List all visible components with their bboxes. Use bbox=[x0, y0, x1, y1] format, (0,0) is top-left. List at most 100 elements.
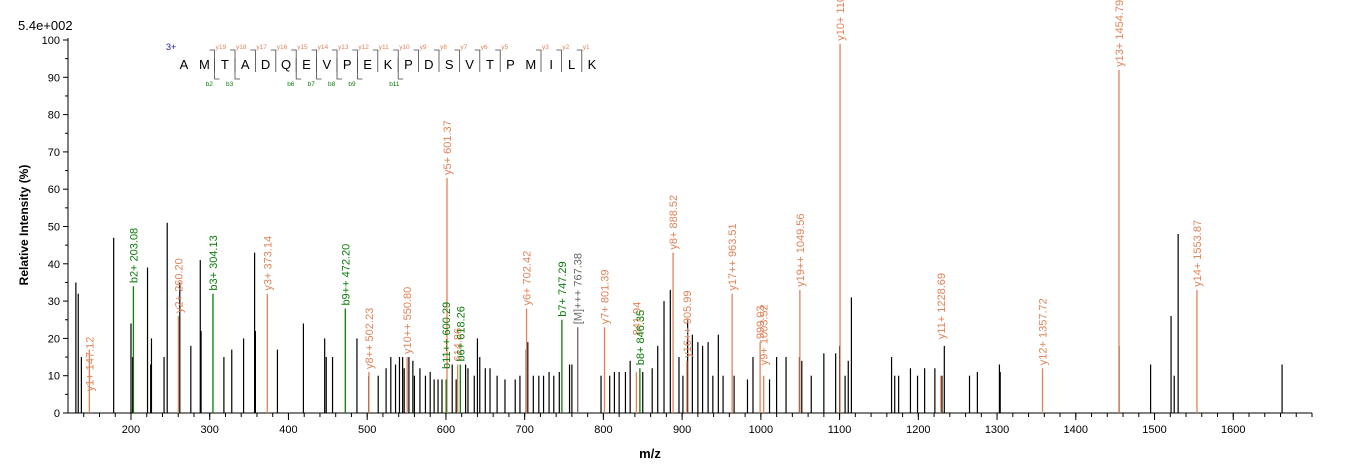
y-ion-label: y14 bbox=[318, 44, 329, 51]
y-tick-label: 10 bbox=[48, 371, 60, 383]
b-ion-bracket bbox=[397, 58, 404, 80]
y-ion-label: y18 bbox=[236, 44, 247, 51]
b-ion-label: b3 bbox=[226, 81, 234, 88]
b-ion-label: b8 bbox=[328, 81, 336, 88]
y-tick-label: 40 bbox=[48, 259, 60, 271]
residue-letter: A bbox=[241, 57, 250, 72]
peak-label: b7+ 747.29 bbox=[557, 261, 569, 316]
b-ion-label: b11 bbox=[389, 81, 400, 88]
y-ion-label: y6 bbox=[481, 44, 488, 51]
y-ion-bracket bbox=[270, 49, 277, 72]
y-tick-label: 70 bbox=[48, 147, 60, 159]
b-ion-bracket bbox=[214, 58, 220, 80]
b-ion-bracket bbox=[336, 58, 342, 80]
residue-letter: V bbox=[465, 57, 474, 72]
residue-letter: D bbox=[424, 57, 433, 72]
y-tick-label: 50 bbox=[48, 222, 60, 234]
x-tick-label: 500 bbox=[358, 424, 376, 436]
peak-label: y12+ 1357.72 bbox=[1038, 298, 1050, 365]
y-ion-bracket bbox=[576, 49, 583, 72]
peak-label: y2+ 260.20 bbox=[173, 258, 185, 313]
peak-label: 999.03 bbox=[755, 305, 767, 339]
b-ion-label: b7 bbox=[308, 81, 316, 88]
residue-letter: S bbox=[445, 57, 454, 72]
peak-label: y14+ 1553.87 bbox=[1192, 220, 1204, 287]
peak-label: y8+ 888.52 bbox=[668, 195, 680, 250]
y-ion-bracket bbox=[536, 49, 542, 72]
peak-label: y17++ 963.51 bbox=[727, 223, 739, 290]
peak-label: b2+ 203.08 bbox=[128, 228, 140, 283]
residue-letter: P bbox=[506, 57, 515, 72]
peak-label: y9+ 1003.52 bbox=[759, 304, 771, 365]
residue-letter: P bbox=[404, 57, 413, 72]
peak-label: 841.94 bbox=[631, 302, 643, 336]
peak-label: b8+ 846.35 bbox=[635, 310, 647, 365]
y-ion-bracket bbox=[434, 49, 440, 72]
x-tick-label: 1200 bbox=[906, 424, 930, 436]
peak-label: y16++ 905.99 bbox=[682, 290, 694, 357]
y-ion-bracket bbox=[230, 49, 236, 72]
y-tick-label: 100 bbox=[42, 35, 60, 47]
x-tick-label: 900 bbox=[673, 424, 691, 436]
y-tick-label: 20 bbox=[48, 333, 60, 345]
y-ion-bracket bbox=[372, 49, 379, 72]
b-ion-bracket bbox=[295, 58, 302, 80]
peak-label: y6+ 702.42 bbox=[522, 251, 534, 306]
peak-label: y5+ 601.37 bbox=[442, 120, 454, 175]
residue-letter: Q bbox=[281, 57, 291, 72]
y-tick-label: 30 bbox=[48, 296, 60, 308]
y-ion-label: y15 bbox=[297, 44, 308, 51]
residue-letter: K bbox=[384, 57, 393, 72]
y-ion-label: y9 bbox=[420, 44, 427, 51]
b-ion-bracket bbox=[316, 58, 322, 80]
peak-label: y10+ 1100.58 bbox=[835, 0, 847, 41]
residue-letter: I bbox=[549, 57, 553, 72]
y-ion-label: y8 bbox=[440, 44, 447, 51]
y-ion-label: y10 bbox=[399, 44, 410, 51]
y-tick-label: 90 bbox=[48, 72, 60, 84]
x-tick-label: 1000 bbox=[749, 424, 773, 436]
y-tick-label: 60 bbox=[48, 184, 60, 196]
y-ion-bracket bbox=[291, 49, 297, 72]
y-ion-bracket bbox=[311, 49, 317, 72]
y-ion-label: y12 bbox=[358, 44, 369, 51]
y-ion-bracket bbox=[352, 49, 358, 72]
y-ion-label: y19 bbox=[216, 44, 227, 51]
y-ion-bracket bbox=[474, 49, 481, 72]
y-ion-bracket bbox=[332, 49, 338, 72]
residue-letter: V bbox=[322, 57, 331, 72]
residue-letter: E bbox=[363, 57, 372, 72]
y-ion-bracket bbox=[209, 49, 215, 72]
y-ion-label: y2 bbox=[562, 44, 569, 51]
y-ion-label: y1 bbox=[583, 44, 590, 51]
b-ion-bracket bbox=[357, 58, 363, 80]
residue-letter: T bbox=[486, 57, 494, 72]
x-tick-label: 400 bbox=[279, 424, 297, 436]
x-axis-title: m/z bbox=[639, 446, 661, 461]
x-tick-label: 1400 bbox=[1064, 424, 1088, 436]
residue-letter: L bbox=[568, 57, 575, 72]
residue-letter: T bbox=[221, 57, 229, 72]
y-ion-label: y16 bbox=[277, 44, 288, 51]
residue-letter: M bbox=[199, 57, 210, 72]
y-tick-label: 0 bbox=[54, 408, 60, 420]
residue-letter: M bbox=[525, 57, 536, 72]
residue-letter: A bbox=[180, 57, 189, 72]
x-tick-label: 800 bbox=[594, 424, 612, 436]
b-ion-label: b2 bbox=[206, 81, 214, 88]
peak-label: y7+ 801.39 bbox=[599, 269, 611, 324]
y-ion-label: y17 bbox=[256, 44, 267, 51]
y-ion-label: y13 bbox=[338, 44, 349, 51]
residue-letter: P bbox=[343, 57, 352, 72]
peak-label: y11+ 1228.69 bbox=[936, 273, 948, 339]
b-ion-label: b9 bbox=[348, 81, 356, 88]
y-ion-bracket bbox=[393, 49, 399, 72]
residue-letter: K bbox=[588, 57, 597, 72]
x-tick-label: 600 bbox=[437, 424, 455, 436]
x-tick-label: 1500 bbox=[1142, 424, 1166, 436]
peak-label: [M]+++ 767.38 bbox=[573, 253, 585, 324]
b-ion-bracket bbox=[234, 58, 240, 80]
y-tick-label: 80 bbox=[48, 110, 60, 122]
x-tick-label: 1100 bbox=[828, 424, 852, 436]
